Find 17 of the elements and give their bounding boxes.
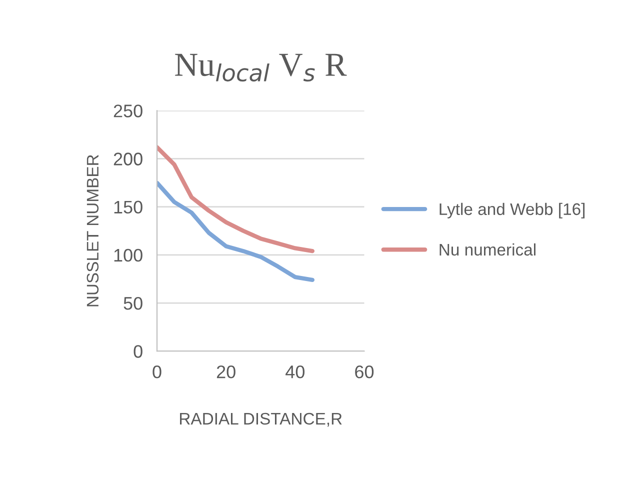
chart-title: Nu$_{local}$ V$_{s}$ R — [175, 54, 347, 82]
y-tick-label: 100 — [114, 248, 142, 262]
y-tick-label: 250 — [114, 104, 142, 118]
x-tick-label: 40 — [286, 365, 304, 378]
line-series — [157, 145, 315, 254]
y-axis-title: NUSSLET NUMBER — [86, 154, 99, 306]
y-tick-label: 150 — [114, 200, 142, 214]
legend-label: Lytle and Webb [16] — [440, 202, 585, 218]
line-series — [157, 180, 315, 282]
legend-label: Nu numerical — [440, 243, 536, 256]
x-axis-title: RADIAL DISTANCE,R — [180, 412, 342, 427]
x-tick-label: 0 — [152, 365, 162, 378]
y-tick-label: 200 — [114, 152, 142, 166]
y-tick-label: 50 — [124, 296, 142, 310]
x-tick-label: 60 — [355, 365, 374, 378]
x-tick-label: 20 — [216, 365, 236, 378]
y-tick-label: 0 — [134, 345, 142, 358]
